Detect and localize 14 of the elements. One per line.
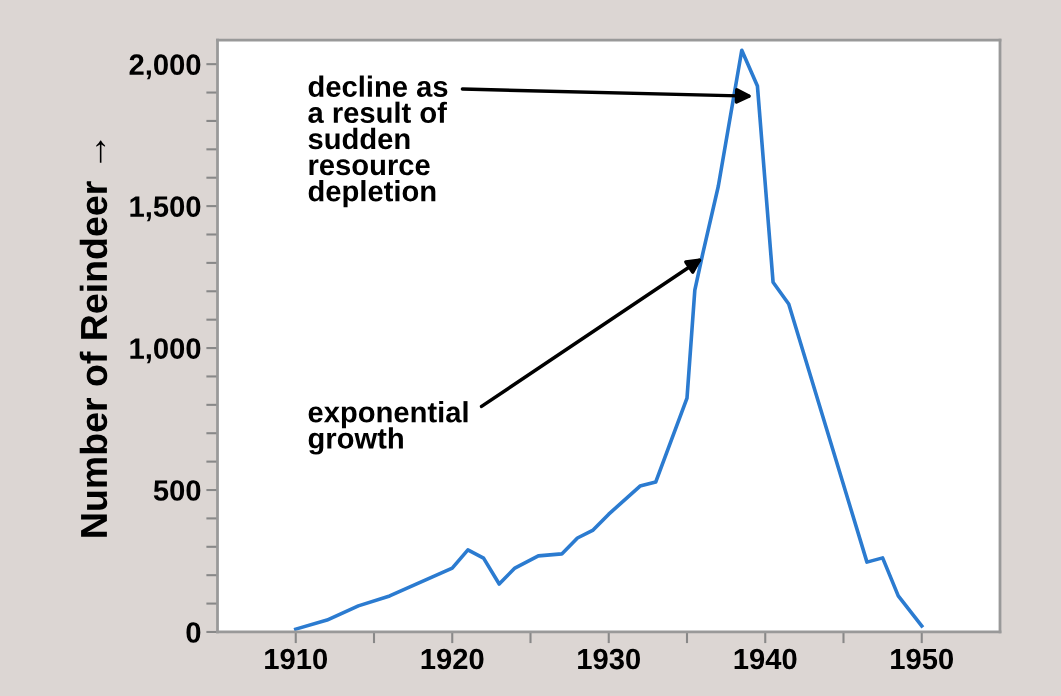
y-tick-label: 0 [186, 622, 201, 643]
x-tick-label: 1950 [891, 648, 953, 670]
x-tick-label: 1910 [265, 648, 327, 670]
y-tick-label: 500 [153, 480, 201, 501]
y-tick-label: 1,500 [130, 196, 201, 222]
line-series [293, 48, 924, 631]
x-tick-label: 1940 [734, 648, 797, 670]
x-tick-label: 1920 [421, 648, 484, 670]
annotation: exponential growth [308, 401, 468, 455]
y-tick-label: 2,000 [129, 54, 201, 80]
x-tick-label: 1930 [578, 648, 640, 670]
y-tick-label: 1,000 [130, 338, 201, 364]
annotation: decline as a result of sudden resource depletion [308, 75, 448, 208]
y-axis-title: Number of Reindeer → [79, 140, 108, 537]
